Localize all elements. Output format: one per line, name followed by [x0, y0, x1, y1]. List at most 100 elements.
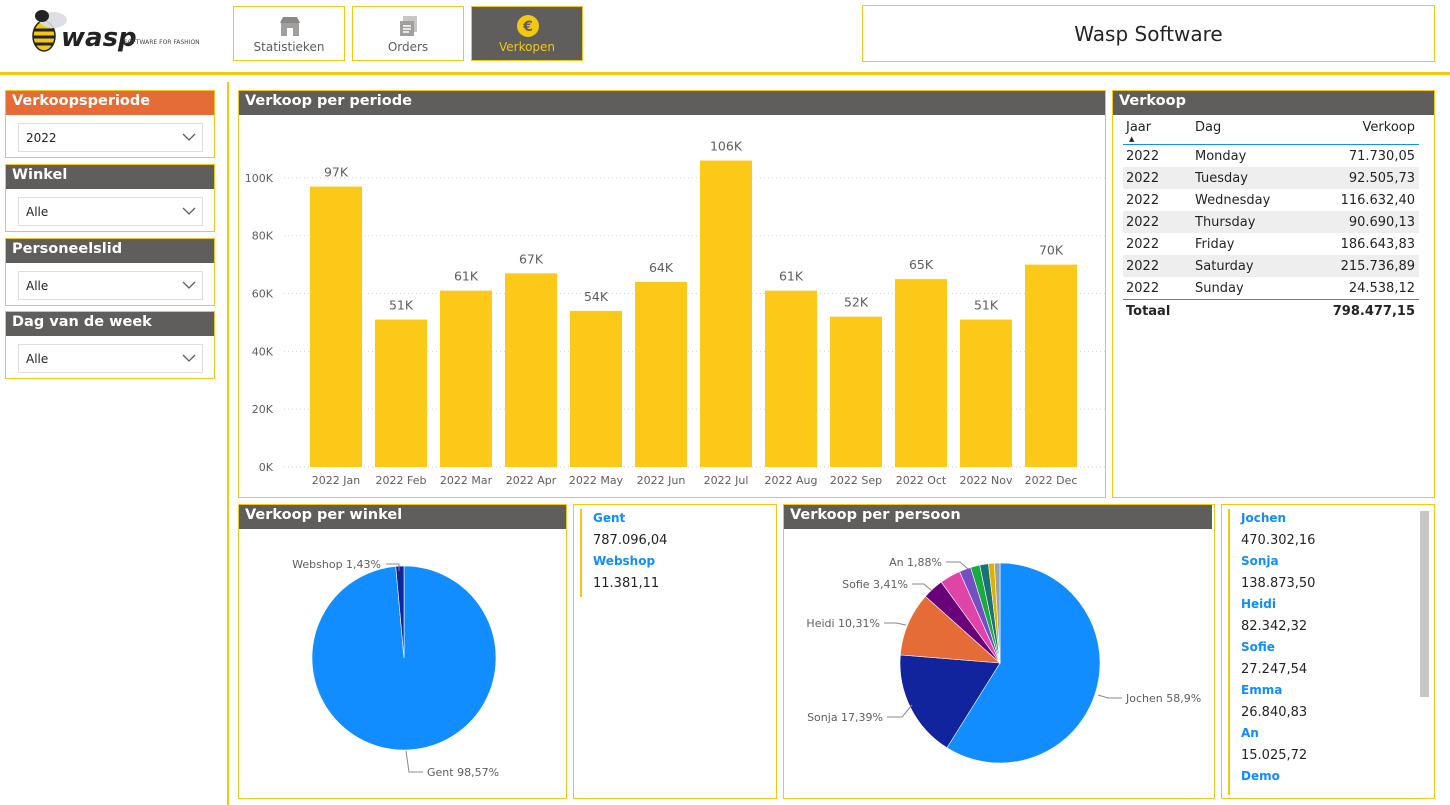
card-accent-bar: [580, 509, 582, 597]
nav-verkopen-button[interactable]: € Verkopen: [471, 6, 583, 61]
total-label: Totaal: [1126, 304, 1171, 319]
pie-data-label: An 1,88%: [889, 556, 942, 569]
table-row[interactable]: 2022 Thursday 90.690,13: [1123, 211, 1419, 233]
filter-dag-dropdown[interactable]: Alle: [18, 344, 203, 373]
table-cell: 2022: [1126, 259, 1160, 274]
card-value: 26.840,83: [1241, 705, 1308, 720]
table-cell: Sunday: [1195, 281, 1244, 296]
table-cell: 2022: [1126, 215, 1160, 230]
euro-icon: €: [517, 15, 539, 37]
x-tick-label: 2022 Jun: [637, 474, 686, 487]
card-value: 11.381,11: [593, 576, 660, 591]
bar-data-label: 64K: [649, 260, 674, 275]
card-value: 82.342,32: [1241, 619, 1308, 634]
chevron-down-icon: [182, 354, 196, 362]
bar[interactable]: [895, 279, 947, 467]
filter-verkoopsperiode: Verkoopsperiode 2022: [5, 90, 215, 158]
table-body: 2022 Monday 71.730,05 2022 Tuesday 92.505,73 2…: [1123, 145, 1419, 299]
card-label: An: [1241, 726, 1259, 740]
scrollbar-thumb[interactable]: [1420, 511, 1429, 697]
bar-chart[interactable]: 0K 20K 40K 60K 80K 100K 97K 2022 Jan 51K 2022 Feb…: [239, 115, 1105, 497]
card-label: Heidi: [1241, 597, 1276, 611]
filter-verkoopsperiode-value: 2022: [26, 131, 57, 145]
table-cell: 2022: [1126, 281, 1160, 296]
table-cell: 2022: [1126, 149, 1160, 164]
nav-verkopen-label: Verkopen: [498, 40, 556, 54]
sidebar-divider: [227, 82, 229, 805]
wasp-logo: wasp SOFTWARE FOR FASHION: [6, 2, 216, 58]
filter-winkel: Winkel Alle: [5, 164, 215, 232]
filter-personeelslid: Personeelslid Alle: [5, 238, 215, 306]
report-title: Wasp Software: [862, 5, 1435, 62]
bar[interactable]: [830, 316, 882, 467]
bar-data-label: 70K: [1039, 243, 1064, 258]
card-accent-bar: [1228, 509, 1230, 795]
verkoop-per-winkel-panel: Verkoop per winkel Webshop 1,43% Gent 98,…: [238, 504, 567, 799]
table-cell: Tuesday: [1195, 171, 1248, 186]
filter-dag-title: Dag van de week: [6, 312, 214, 336]
pie-slice[interactable]: [946, 562, 1101, 764]
bar[interactable]: [440, 290, 492, 467]
card-value: 27.247,54: [1241, 662, 1308, 677]
bar[interactable]: [375, 319, 427, 467]
card-label: Emma: [1241, 683, 1283, 697]
table-cell: 2022: [1126, 193, 1160, 208]
bar-data-label: 52K: [844, 295, 869, 310]
x-tick-label: 2022 Jan: [312, 474, 360, 487]
bar[interactable]: [700, 160, 752, 467]
logo-text: wasp: [61, 23, 137, 53]
sort-ascending-icon: ▲: [1129, 135, 1135, 143]
bar[interactable]: [765, 290, 817, 467]
bar[interactable]: [310, 186, 362, 467]
total-value: 798.477,15: [1332, 304, 1415, 319]
person-pie-chart[interactable]: Jochen 58,9% Sonja 17,39% Heidi 10,31% Sofi…: [784, 529, 1214, 798]
table-cell: 2022: [1126, 171, 1160, 186]
verkoop-table-title: Verkoop: [1113, 91, 1434, 115]
col-header-jaar[interactable]: Jaar: [1126, 120, 1152, 135]
filter-dag-van-de-week: Dag van de week Alle: [5, 311, 215, 379]
leader-line: [405, 750, 423, 773]
table-row[interactable]: 2022 Tuesday 92.505,73: [1123, 167, 1419, 189]
nav-orders-label: Orders: [387, 40, 429, 54]
header-bar: wasp SOFTWARE FOR FASHION Statistieken O…: [0, 0, 1450, 74]
pie-slice[interactable]: [994, 562, 1001, 664]
filter-verkoopsperiode-dropdown[interactable]: 2022: [18, 123, 203, 152]
bar[interactable]: [570, 310, 622, 467]
table-row[interactable]: 2022 Sunday 24.538,12: [1123, 277, 1419, 299]
table-cell: 2022: [1126, 237, 1160, 252]
x-tick-label: 2022 Aug: [765, 474, 818, 487]
table-cell: 24.538,12: [1348, 281, 1415, 296]
bar-data-label: 65K: [909, 257, 934, 272]
pie-slice[interactable]: [395, 565, 405, 659]
bar[interactable]: [960, 319, 1012, 467]
verkoop-per-periode-panel: Verkoop per periode 0K 20K 40K 60K 80K 100K 97…: [238, 90, 1106, 498]
table-row[interactable]: 2022 Saturday 215.736,89: [1123, 255, 1419, 277]
x-tick-label: 2022 Apr: [506, 474, 557, 487]
col-header-verkoop[interactable]: Verkoop: [1362, 120, 1415, 135]
table-cell: Saturday: [1195, 259, 1254, 274]
x-tick-label: 2022 Jul: [704, 474, 749, 487]
bar[interactable]: [505, 273, 557, 467]
col-header-dag[interactable]: Dag: [1195, 120, 1222, 135]
nav-statistieken-button[interactable]: Statistieken: [233, 6, 345, 61]
y-tick-label: 60K: [252, 288, 274, 301]
filter-winkel-dropdown[interactable]: Alle: [18, 197, 203, 226]
table-row[interactable]: 2022 Monday 71.730,05: [1123, 145, 1419, 167]
card-label: Sofie: [1241, 640, 1275, 654]
nav-statistieken-label: Statistieken: [253, 40, 325, 54]
bar[interactable]: [1025, 264, 1077, 467]
table-cell: Friday: [1195, 237, 1235, 252]
pie-slice[interactable]: [899, 654, 1001, 749]
x-tick-label: 2022 Feb: [376, 474, 427, 487]
filter-personeelslid-dropdown[interactable]: Alle: [18, 271, 203, 300]
bar[interactable]: [635, 281, 687, 467]
store-pie-chart[interactable]: Webshop 1,43% Gent 98,57%: [239, 529, 566, 798]
x-tick-label: 2022 Oct: [896, 474, 947, 487]
chevron-down-icon: [182, 207, 196, 215]
pie-data-label: Heidi 10,31%: [806, 617, 880, 630]
verkoop-table: Jaar ▲ Dag Verkoop 2022 Monday 71.730,05 20…: [1123, 119, 1419, 321]
table-row[interactable]: 2022 Wednesday 116.632,40: [1123, 189, 1419, 211]
card-value: 787.096,04: [593, 533, 668, 548]
nav-orders-button[interactable]: Orders: [352, 6, 464, 61]
table-row[interactable]: 2022 Friday 186.643,83: [1123, 233, 1419, 255]
